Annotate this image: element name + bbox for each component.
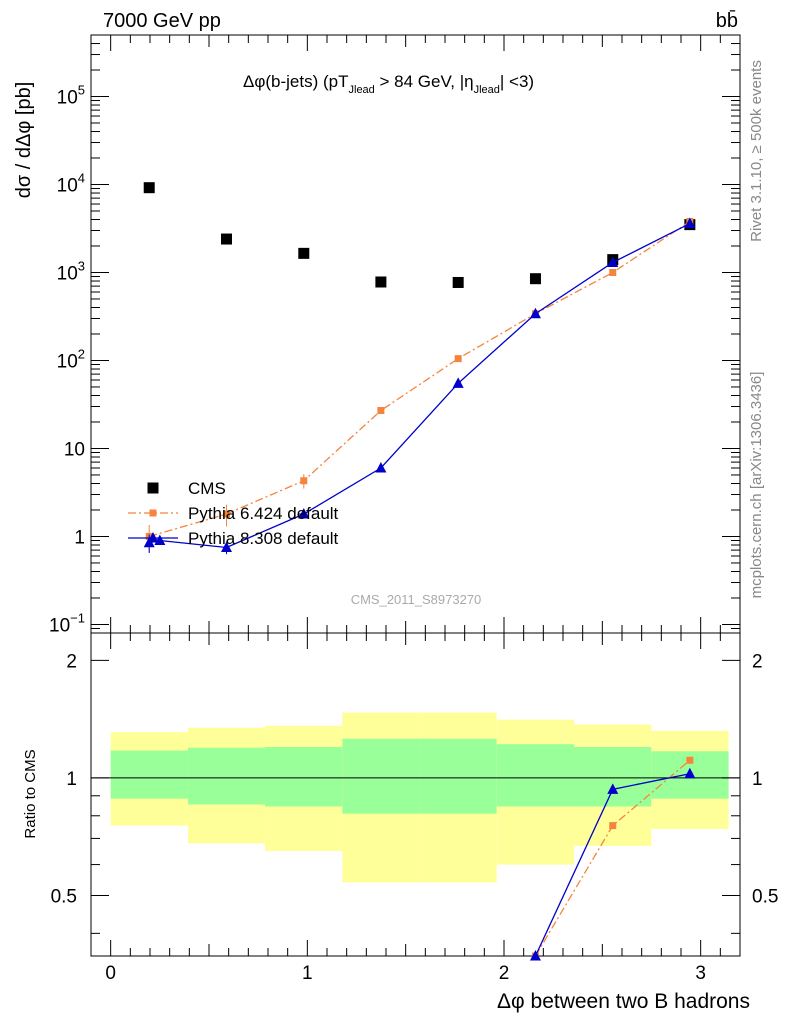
x-axis-label: Δφ between two B hadrons: [497, 990, 750, 1013]
data-point: [452, 276, 464, 288]
chart-title-text: Δφ(b-jets) (pTJlead > 84 GeV, |ηJlead| <…: [243, 72, 534, 96]
energy-label: 7000 GeV pp: [103, 10, 221, 32]
ratio-band-inner: [496, 744, 575, 807]
data-point: [221, 541, 233, 552]
main-plot-series: [143, 182, 696, 555]
legend-marker: [147, 482, 159, 494]
legend-label: Pythia 6.424 default: [188, 504, 339, 523]
x-tick-label: 0: [105, 963, 116, 984]
main-y-axis-label: dσ / dΔφ [pb]: [13, 82, 35, 199]
main-y-tick-label: 103: [57, 258, 85, 284]
ratio-band-inner: [265, 747, 343, 807]
main-y-tick-label: 10−1: [49, 610, 85, 636]
ratio-band-inner: [419, 738, 497, 814]
ratio-point: [686, 756, 694, 764]
ratio-point: [684, 767, 696, 779]
ratio-band-inner: [342, 738, 420, 814]
ratio-axis-ticks: 0.5 0.5 1 1 2 2 0 1 2 3: [51, 633, 778, 984]
data-point: [375, 462, 387, 473]
data-point: [298, 508, 310, 519]
data-point: [223, 510, 231, 518]
data-point: [609, 268, 617, 276]
ratio-y-tick-label-right: 2: [752, 651, 763, 672]
ratio-uncertainty-bands: [91, 712, 740, 883]
ratio-y-tick-label-right: 1: [752, 769, 763, 790]
data-point: [529, 273, 541, 285]
data-point: [300, 477, 308, 485]
main-y-tick-label: 102: [57, 346, 85, 372]
data-point: [143, 182, 155, 194]
data-point: [298, 247, 310, 259]
x-tick-label: 3: [695, 963, 706, 984]
rivet-label: Rivet 3.1.10, ≥ 500k events: [748, 60, 765, 242]
data-point: [529, 307, 541, 319]
x-tick-label: 2: [499, 963, 510, 984]
data-point: [684, 217, 696, 229]
ratio-y-tick-label-left: 0.5: [51, 887, 77, 908]
series-pythia-8-308-default: [143, 217, 696, 555]
legend-marker: [147, 532, 159, 543]
series-pythia-6-424-default: [145, 217, 694, 553]
ratio-y-tick-label-left: 1: [66, 769, 77, 790]
ratio-band-inner: [110, 750, 188, 799]
analysis-watermark: CMS_2011_S8973270: [351, 592, 482, 607]
series-line: [149, 222, 691, 549]
ratio-y-tick-label-right: 0.5: [752, 887, 778, 908]
ratio-y-tick-label-left: 2: [66, 651, 77, 672]
ratio-point: [529, 950, 541, 961]
series-line: [149, 220, 691, 538]
data-point: [452, 377, 464, 388]
chart-title: Δφ(b-jets) (pTJlead > 84 GeV, |ηJlead| <…: [243, 72, 534, 96]
ratio-band-inner: [187, 747, 266, 805]
legend: CMS Pythia 6.424 default Pythia 8.308 defa…: [128, 479, 339, 548]
data-point: [221, 233, 233, 245]
x-tick-label: 1: [302, 963, 313, 984]
main-axis-ticks: 10−1 1 10 102 103 104 105: [49, 34, 740, 636]
ratio-plot-series: [529, 756, 696, 961]
legend-label: Pythia 8.308 default: [188, 529, 339, 548]
ratio-y-axis-label: Ratio to CMS: [22, 749, 39, 838]
main-y-tick-label: 104: [57, 171, 85, 197]
main-y-tick-label: 10: [64, 439, 85, 460]
main-y-tick-label: 105: [57, 83, 85, 109]
ratio-plot-frame: [90, 632, 741, 957]
mcplots-label: mcplots.cern.ch [arXiv:1306.3436]: [748, 372, 765, 599]
legend-label: CMS: [188, 479, 226, 498]
ratio-point: [609, 822, 617, 830]
data-point: [454, 355, 462, 363]
legend-marker: [149, 509, 157, 517]
process-label: bb̄: [716, 9, 738, 32]
data-point: [377, 407, 385, 415]
data-point: [607, 256, 619, 267]
ratio-series-pythia-8-308-default: [529, 767, 696, 961]
ratio-band-inner: [574, 747, 652, 807]
ratio-point: [607, 783, 619, 794]
data-point: [375, 276, 387, 288]
main-y-tick-label: 1: [74, 527, 85, 548]
